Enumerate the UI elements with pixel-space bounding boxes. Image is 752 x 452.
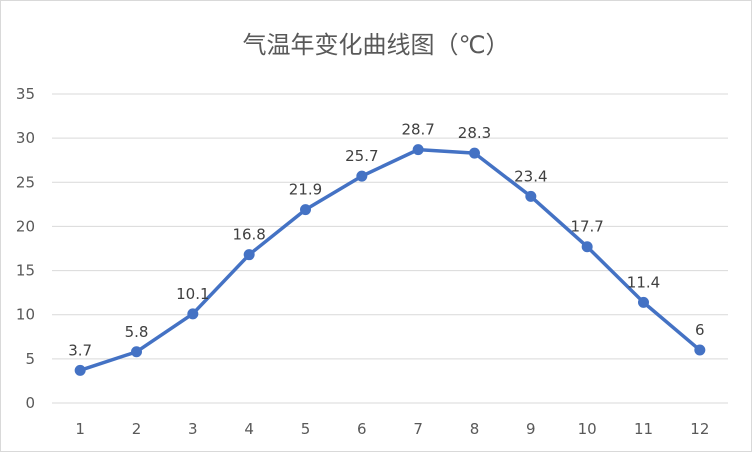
x-tick-label: 2 [132,420,142,438]
x-tick-label: 1 [75,420,85,438]
x-tick-label: 4 [244,420,254,438]
y-tick-label: 5 [25,350,35,368]
data-label: 28.3 [458,124,491,142]
data-point [694,344,706,356]
y-tick-label: 10 [16,306,35,324]
data-label: 25.7 [345,147,378,165]
data-point [525,190,537,202]
series-line [78,147,702,373]
data-point [638,296,649,308]
data-point [356,170,368,182]
data-label: 5.8 [125,323,149,341]
y-tick-label: 25 [16,173,35,191]
data-point [131,346,142,358]
data-point [581,241,593,253]
data-label: 6 [695,321,705,339]
data-label: 3.7 [68,341,92,359]
y-tick-label: 20 [16,217,35,235]
data-label: 17.7 [570,218,603,236]
chart-title: 气温年变化曲线图（℃） [242,31,510,59]
y-tick-label: 30 [16,129,35,147]
x-tick-label: 7 [413,420,423,438]
data-point [243,249,255,261]
data-point [469,147,480,159]
data-point [187,308,199,320]
data-label: 21.9 [289,181,322,199]
x-tick-label: 6 [357,420,367,438]
x-tick-label: 5 [301,420,311,438]
y-tick-label: 15 [16,262,35,280]
x-tick-label: 11 [634,420,653,438]
y-tick-label: 35 [16,85,35,103]
data-point [74,364,86,376]
data-label: 23.4 [514,167,547,185]
data-label: 16.8 [232,226,265,244]
x-tick-label: 12 [690,420,709,438]
y-tick-label: 0 [25,394,35,412]
x-tick-label: 8 [470,420,480,438]
x-tick-label: 3 [188,420,198,438]
data-label: 28.7 [401,121,434,139]
x-tick-label: 9 [526,420,536,438]
data-point [300,204,311,216]
data-label: 10.1 [176,285,209,303]
x-tick-label: 10 [578,420,597,438]
data-point [412,144,424,156]
data-label: 11.4 [627,273,660,291]
